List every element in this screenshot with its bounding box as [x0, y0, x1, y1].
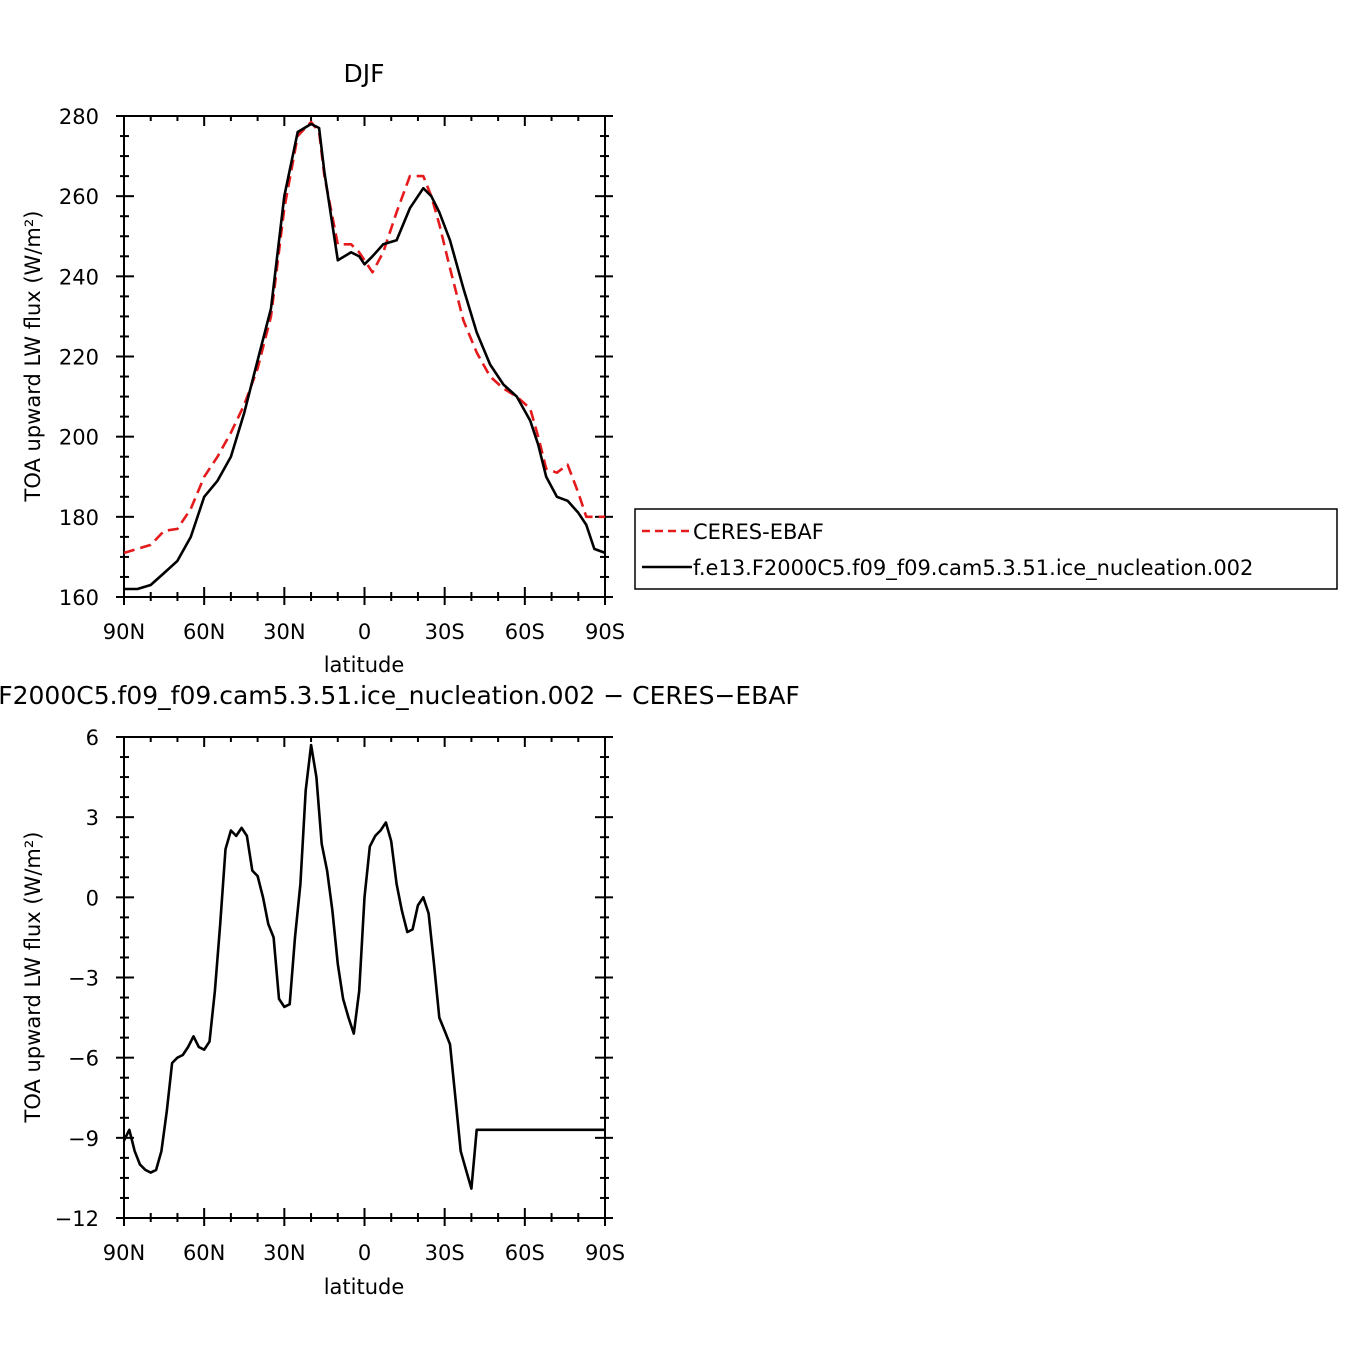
top-y-tick-label: 260: [59, 185, 99, 209]
bottom-series-line-0: [122, 743, 605, 1190]
top-x-tick-label: 30S: [425, 620, 465, 644]
bottom-y-axis-label: TOA upward LW flux (W/m²): [21, 832, 45, 1124]
bottom-chart-title: f.e13.F2000C5.f09_f09.cam5.3.51.ice_nucl…: [0, 681, 800, 710]
bottom-y-tick-label: 3: [86, 806, 99, 830]
top-chart-title: DJF: [343, 59, 384, 88]
bottom-y-tick-label: −12: [55, 1207, 99, 1231]
top-plot-area: 90N 60N 30N 0 30S 60S 90S 160 180 200 220 240 260 280: [59, 105, 625, 644]
top-y-tick-label: 220: [59, 346, 99, 370]
bottom-x-tick-label: 90S: [585, 1241, 625, 1265]
legend-box: [634, 508, 1338, 590]
bottom-plot-area: 90N 60N 30N 0 30S 60S 90S −12 −9 −6 −3 0 3 6: [55, 726, 625, 1265]
bottom-y-tick-label: −9: [68, 1127, 99, 1151]
top-x-tick-label: 60S: [505, 620, 545, 644]
top-series-line-0: [123, 120, 605, 555]
bottom-y-tick-label: 0: [86, 886, 99, 910]
bottom-panel: f.e13.F2000C5.f09_f09.cam5.3.51.ice_nucl…: [0, 681, 800, 1299]
top-x-axis-label: latitude: [324, 653, 405, 677]
bottom-x-tick-label: 60N: [183, 1241, 225, 1265]
top-y-tick-label: 160: [59, 586, 99, 610]
top-panel: DJF 90N 60N 30N 0 30S 60S 90S 160 180 200 220 240 26…: [21, 59, 625, 677]
top-x-tick-label: 30N: [263, 620, 305, 644]
legend-label-model: f.e13.F2000C5.f09_f09.cam5.3.51.ice_nucl…: [693, 556, 1253, 581]
legend: CERES-EBAF f.e13.F2000C5.f09_f09.cam5.3.…: [634, 508, 1338, 590]
top-y-axis-label: TOA upward LW flux (W/m²): [21, 211, 45, 503]
top-y-tick-label: 180: [59, 506, 99, 530]
bottom-x-tick-label: 0: [358, 1241, 371, 1265]
top-series-line-1: [124, 122, 606, 591]
bottom-x-axis-label: latitude: [324, 1275, 405, 1299]
legend-label-ceres: CERES-EBAF: [693, 520, 824, 544]
bottom-x-tick-label: 30N: [263, 1241, 305, 1265]
top-y-tick-label: 280: [59, 105, 99, 129]
bottom-plot-frame: [123, 736, 606, 1219]
bottom-y-tick-label: −3: [68, 967, 99, 991]
bottom-x-tick-label: 60S: [505, 1241, 545, 1265]
top-x-tick-label: 60N: [183, 620, 225, 644]
bottom-y-tick-label: −6: [68, 1047, 99, 1071]
top-x-tick-label: 90S: [585, 620, 625, 644]
bottom-x-tick-label: 90N: [103, 1241, 145, 1265]
bottom-x-tick-label: 30S: [425, 1241, 465, 1265]
top-x-tick-label: 90N: [103, 620, 145, 644]
top-x-tick-label: 0: [358, 620, 371, 644]
top-y-tick-label: 240: [59, 265, 99, 289]
top-y-tick-label: 200: [59, 426, 99, 450]
bottom-y-tick-label: 6: [86, 726, 99, 750]
